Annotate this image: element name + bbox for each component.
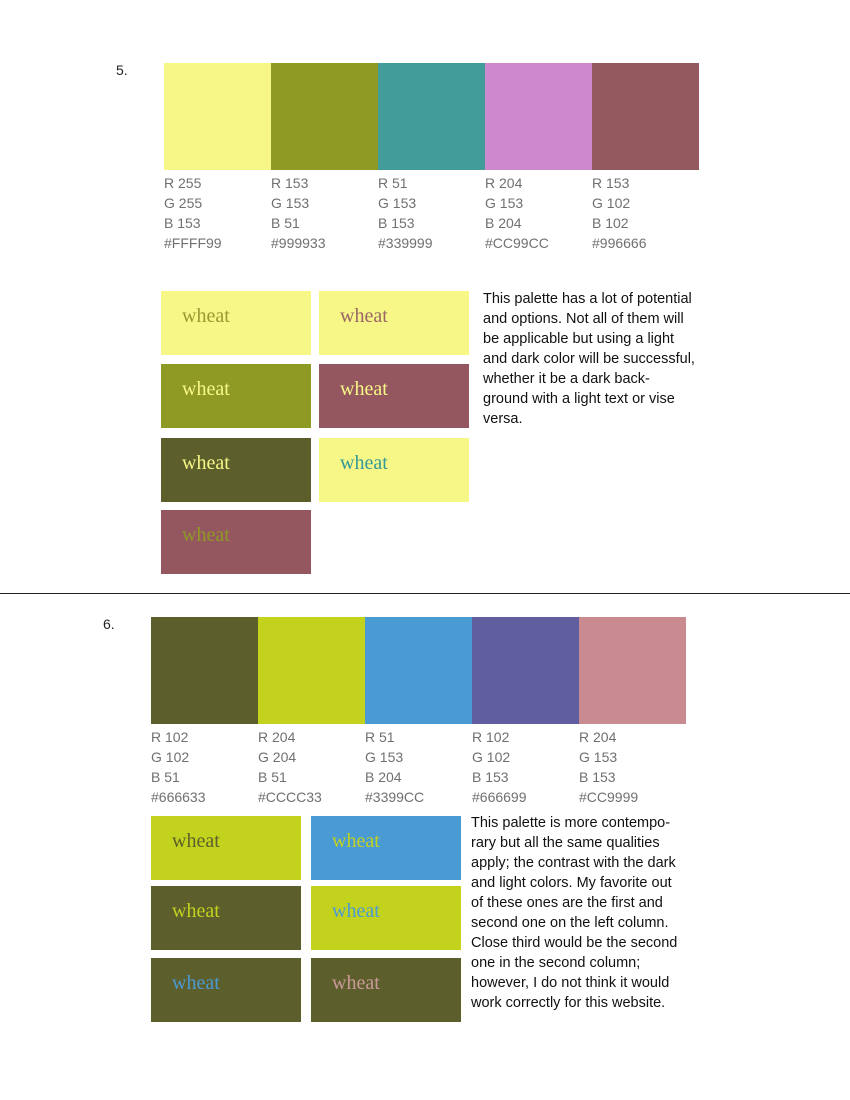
red-value: R 255 (164, 175, 202, 191)
green-value: G 204 (258, 749, 297, 765)
blue-value: B 153 (378, 215, 415, 231)
red-value: R 153 (592, 175, 630, 191)
color-code: R 102 G 102 B 153 #666699 (472, 727, 579, 807)
sample-tile: wheat (319, 291, 469, 355)
blue-value: B 102 (592, 215, 629, 231)
color-code: R 204 G 204 B 51 #CCCC33 (258, 727, 365, 807)
red-value: R 51 (365, 729, 395, 745)
red-value: R 204 (579, 729, 617, 745)
hex-value: #CC9999 (579, 789, 639, 805)
green-value: G 153 (579, 749, 618, 765)
sample-tile: wheat (161, 291, 311, 355)
sample-tile: wheat (319, 364, 469, 428)
section-5-swatches (164, 63, 699, 170)
swatch (151, 617, 258, 724)
green-value: G 255 (164, 195, 203, 211)
hex-value: #666699 (472, 789, 527, 805)
section-6-swatches (151, 617, 686, 724)
swatch (271, 63, 378, 170)
green-value: G 102 (151, 749, 190, 765)
section-6-description: This palette is more contempo- rary but … (471, 815, 678, 1011)
sample-tile: wheat (151, 958, 301, 1022)
green-value: G 153 (485, 195, 524, 211)
section-6-number: 6. (103, 616, 115, 632)
swatch (378, 63, 485, 170)
blue-value: B 153 (164, 215, 201, 231)
swatch (592, 63, 699, 170)
color-code: R 255 G 255 B 153 #FFFF99 (164, 173, 271, 253)
color-code: R 153 G 102 B 102 #996666 (592, 173, 699, 253)
red-value: R 102 (472, 729, 510, 745)
green-value: G 102 (472, 749, 511, 765)
section-6-color-codes: R 102 G 102 B 51 #666633 R 204 G 204 B 5… (151, 727, 686, 807)
red-value: R 102 (151, 729, 189, 745)
color-code: R 204 G 153 B 153 #CC9999 (579, 727, 686, 807)
blue-value: B 51 (271, 215, 300, 231)
section-5-number: 5. (116, 62, 128, 78)
blue-value: B 51 (258, 769, 287, 785)
color-code: R 51 G 153 B 153 #339999 (378, 173, 485, 253)
hex-value: #339999 (378, 235, 433, 251)
hex-value: #3399CC (365, 789, 425, 805)
sample-tile: wheat (161, 510, 311, 574)
swatch (164, 63, 271, 170)
section-divider (0, 593, 850, 594)
green-value: G 102 (592, 195, 631, 211)
blue-value: B 204 (485, 215, 522, 231)
hex-value: #999933 (271, 235, 326, 251)
red-value: R 51 (378, 175, 408, 191)
blue-value: B 51 (151, 769, 180, 785)
color-code: R 51 G 153 B 204 #3399CC (365, 727, 472, 807)
color-code: R 204 G 153 B 204 #CC99CC (485, 173, 592, 253)
color-code: R 153 G 153 B 51 #999933 (271, 173, 378, 253)
red-value: R 153 (271, 175, 309, 191)
green-value: G 153 (365, 749, 404, 765)
hex-value: #996666 (592, 235, 647, 251)
swatch (472, 617, 579, 724)
sample-tile: wheat (161, 438, 311, 502)
section-5-description: This palette has a lot of potential and … (483, 291, 695, 427)
sample-tile: wheat (151, 816, 301, 880)
red-value: R 204 (485, 175, 523, 191)
blue-value: B 153 (472, 769, 509, 785)
sample-tile: wheat (319, 438, 469, 502)
sample-tile: wheat (151, 886, 301, 950)
green-value: G 153 (271, 195, 310, 211)
blue-value: B 153 (579, 769, 616, 785)
swatch (365, 617, 472, 724)
blue-value: B 204 (365, 769, 402, 785)
sample-tile: wheat (311, 816, 461, 880)
sample-tile: wheat (311, 886, 461, 950)
swatch (258, 617, 365, 724)
green-value: G 153 (378, 195, 417, 211)
hex-value: #CC99CC (485, 235, 549, 251)
sample-tile: wheat (161, 364, 311, 428)
sample-tile: wheat (311, 958, 461, 1022)
hex-value: #FFFF99 (164, 235, 222, 251)
hex-value: #CCCC33 (258, 789, 322, 805)
swatch (485, 63, 592, 170)
color-code: R 102 G 102 B 51 #666633 (151, 727, 258, 807)
swatch (579, 617, 686, 724)
red-value: R 204 (258, 729, 296, 745)
section-5-color-codes: R 255 G 255 B 153 #FFFF99 R 153 G 153 B … (164, 173, 699, 253)
hex-value: #666633 (151, 789, 206, 805)
